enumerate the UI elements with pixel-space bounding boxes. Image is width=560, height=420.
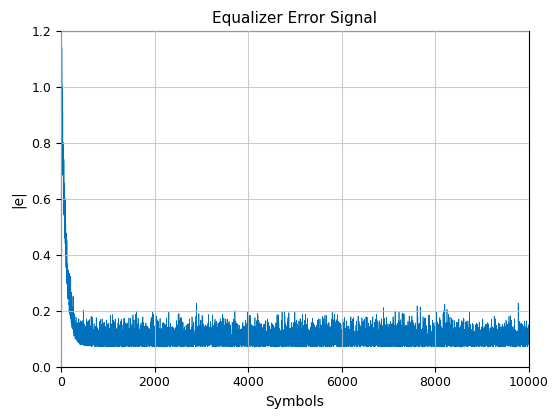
Y-axis label: |e|: |e| <box>11 190 26 208</box>
X-axis label: Symbols: Symbols <box>265 395 324 409</box>
Title: Equalizer Error Signal: Equalizer Error Signal <box>212 11 377 26</box>
